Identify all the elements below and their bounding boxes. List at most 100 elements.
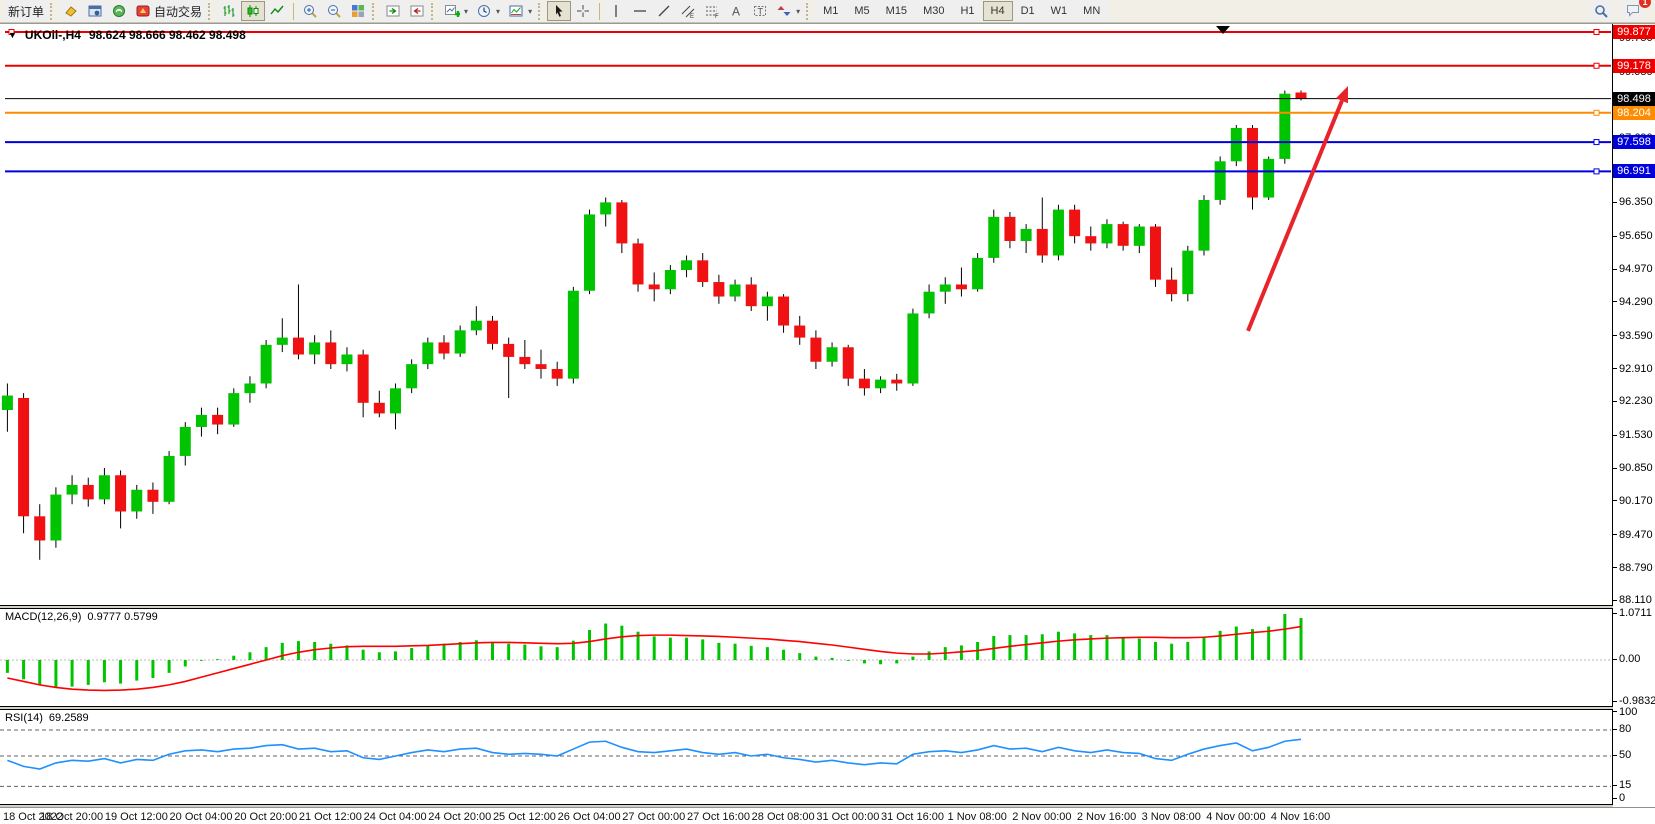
price-axis-tick: 92.230	[1613, 395, 1653, 407]
macd-label: MACD(12,26,9) 0.9777 0.5799	[5, 611, 158, 623]
candlestick-chart-button[interactable]	[241, 1, 266, 21]
channel-tool-button[interactable]: E	[676, 1, 701, 21]
bear-candle	[794, 325, 806, 338]
bull-candle	[1182, 250, 1194, 295]
market-watch-button[interactable]	[59, 1, 84, 21]
data-window-button[interactable]	[83, 1, 108, 21]
tile-windows-icon	[350, 3, 366, 19]
timeframe-button-M15[interactable]: M15	[877, 1, 916, 21]
chart-shift-marker-icon[interactable]	[1216, 26, 1230, 34]
bull-candle	[972, 257, 984, 290]
timeframe-button-M30[interactable]: M30	[915, 1, 953, 21]
timeframe-button-MN[interactable]: MN	[1075, 1, 1109, 21]
time-axis-label: 4 Nov 16:00	[1270, 811, 1331, 823]
chart-title: ▼ UKOil-,H4 98.624 98.666 98.462 98.498	[8, 28, 246, 42]
time-axis-label: 20 Oct 20:00	[234, 811, 298, 823]
bar-chart-button[interactable]	[217, 1, 242, 21]
line-handle[interactable]	[1593, 139, 1600, 146]
line-handle[interactable]	[8, 29, 15, 35]
bull-candle	[1263, 158, 1275, 198]
bear-candle	[891, 379, 903, 384]
arrows-tool-button[interactable]: ▾	[772, 1, 805, 21]
autotrading-button[interactable]: 自动交易	[131, 1, 207, 21]
arrows-icon	[776, 3, 792, 19]
zoom-in-icon	[302, 3, 318, 19]
bull-candle	[875, 379, 887, 389]
bull-candle	[179, 426, 191, 456]
timeframe-button-M1[interactable]: M1	[815, 1, 847, 21]
vertical-line-tool-button[interactable]	[604, 1, 629, 21]
bull-candle	[228, 393, 240, 425]
line-handle[interactable]	[1593, 168, 1600, 175]
timeframe-button-D1[interactable]: D1	[1012, 1, 1043, 21]
text-label-tool-button[interactable]: T	[748, 1, 773, 21]
time-axis-label: 24 Oct 20:00	[428, 811, 492, 823]
equidistant-channel-icon: E	[680, 3, 696, 19]
shift-end-button[interactable]	[381, 1, 406, 21]
text-tool-button[interactable]: A	[724, 1, 749, 21]
main-chart-panel[interactable]: ▼ UKOil-,H4 98.624 98.666 98.462 98.498	[0, 24, 1613, 606]
tile-windows-button[interactable]	[346, 1, 371, 21]
bear-candle	[487, 320, 498, 344]
main-chart-plot[interactable]	[0, 24, 1611, 604]
rsi-panel[interactable]: RSI(14) 69.2589	[0, 709, 1613, 805]
bear-candle	[648, 284, 660, 290]
price-axis-tick: 94.290	[1613, 296, 1653, 308]
market-watch-icon	[63, 3, 79, 19]
indicators-button[interactable]: ▾	[440, 1, 473, 21]
navigator-button[interactable]	[107, 1, 132, 21]
bull-candle	[244, 383, 256, 394]
bull-candle	[163, 455, 175, 502]
bear-candle	[842, 347, 854, 379]
dropdown-caret-icon: ▾	[528, 6, 533, 16]
macd-plot[interactable]	[0, 609, 1611, 706]
line-handle[interactable]	[1593, 29, 1600, 35]
zoom-out-button[interactable]	[322, 1, 347, 21]
trendline-icon	[656, 3, 672, 19]
line-handle[interactable]	[1593, 109, 1600, 116]
macd-panel[interactable]: MACD(12,26,9) 0.9777 0.5799	[0, 608, 1613, 707]
timeframe-button-H4[interactable]: H4	[982, 1, 1013, 21]
bear-candle	[1069, 209, 1081, 237]
bear-candle	[1036, 228, 1048, 256]
price-axis-tick: 88.790	[1613, 562, 1653, 574]
bull-candle	[567, 290, 579, 379]
line-chart-button[interactable]	[265, 1, 290, 21]
time-axis-label: 3 Nov 08:00	[1141, 811, 1201, 823]
horizontal-line-tool-button[interactable]	[628, 1, 653, 21]
bull-candle	[309, 342, 321, 355]
crosshair-tool-button[interactable]	[571, 1, 596, 21]
fibonacci-tool-button[interactable]: F	[700, 1, 725, 21]
zoom-in-button[interactable]	[298, 1, 323, 21]
dropdown-caret-icon: ▾	[464, 6, 469, 16]
bear-candle	[373, 402, 385, 414]
toolbar-grip	[806, 2, 811, 20]
trend-arrow[interactable]	[1246, 100, 1344, 332]
bear-candle	[810, 337, 822, 362]
search-button[interactable]	[1589, 1, 1613, 21]
bull-candle	[389, 388, 401, 414]
bull-candle	[681, 260, 693, 270]
trendline-tool-button[interactable]	[652, 1, 677, 21]
timeframe-button-M5[interactable]: M5	[846, 1, 878, 21]
rsi-axis-tick: 50	[1613, 749, 1631, 761]
line-handle[interactable]	[1593, 62, 1600, 69]
macd-axis-tick: 1.0711	[1613, 607, 1652, 619]
auto-scroll-button[interactable]	[405, 1, 430, 21]
chart-menu-arrow-icon[interactable]: ▼	[8, 30, 17, 40]
rsi-plot[interactable]	[0, 710, 1611, 804]
cursor-tool-button[interactable]	[547, 1, 572, 21]
time-axis[interactable]: 18 Oct 2022 18 Oct 20:00 19 Oct 12:00 20 Oc…	[0, 807, 1655, 824]
bear-candle	[1166, 279, 1178, 295]
bull-candle	[260, 344, 272, 384]
timeframe-button-W1[interactable]: W1	[1042, 1, 1076, 21]
bull-candle	[341, 354, 353, 365]
periods-button[interactable]: ▾	[472, 1, 505, 21]
new-order-button[interactable]: 新订单	[4, 1, 49, 21]
price-axis[interactable]: 99.75099.05098.37097.69097.03096.35095.6…	[1613, 24, 1655, 807]
autotrading-label: 自动交易	[154, 4, 203, 19]
notification-badge: 1	[1639, 0, 1651, 8]
templates-button[interactable]: ▾	[504, 1, 537, 21]
timeframe-button-H1[interactable]: H1	[952, 1, 983, 21]
rsi-axis-tick: 0	[1613, 792, 1625, 804]
